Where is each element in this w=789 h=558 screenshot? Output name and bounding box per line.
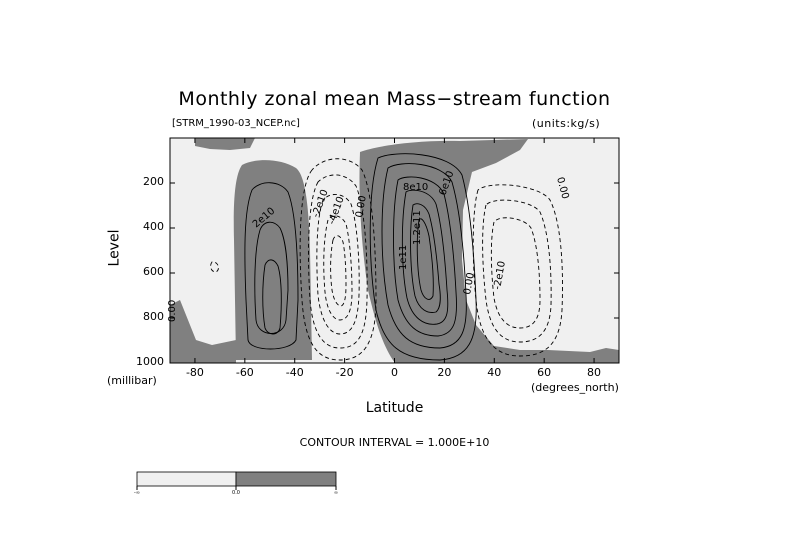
color-bar-positive bbox=[235, 471, 337, 487]
color-bar-negative bbox=[136, 471, 237, 487]
x-tick-label: -20 bbox=[335, 366, 354, 379]
x-tick-label: -80 bbox=[185, 366, 204, 379]
shaded-left-bottom bbox=[170, 300, 236, 363]
x-tick-label: 20 bbox=[437, 366, 452, 379]
units-label: (units:kg/s) bbox=[532, 117, 601, 130]
positive-contours bbox=[244, 153, 477, 361]
contour-label: 0.00 bbox=[462, 272, 477, 296]
tick-marks bbox=[170, 138, 619, 364]
contour-label: -2e10 bbox=[492, 260, 508, 290]
x-tick-label: 40 bbox=[487, 366, 502, 379]
contour-line bbox=[482, 199, 552, 343]
contour-line bbox=[308, 174, 368, 349]
contour-line bbox=[330, 235, 347, 307]
contour-line bbox=[381, 163, 467, 349]
color-bar: -∞ 0.0 ∞ bbox=[134, 471, 338, 496]
y-axis-unit: (millibar) bbox=[107, 374, 157, 387]
contour-line bbox=[393, 176, 457, 337]
contour-label: 1e11 bbox=[398, 245, 409, 270]
y-tick-label: 200 bbox=[143, 175, 164, 188]
x-tick-label: 60 bbox=[537, 366, 552, 379]
x-axis-unit: (degrees_north) bbox=[531, 381, 619, 394]
contour-label: 1.2e11 bbox=[412, 210, 423, 245]
chart-title: Monthly zonal mean Mass−stream function bbox=[178, 88, 611, 110]
color-bar-label: ∞ bbox=[334, 490, 338, 496]
y-tick-label: 400 bbox=[143, 220, 164, 233]
x-axis-label: Latitude bbox=[365, 400, 424, 416]
x-tick-label: -60 bbox=[235, 366, 254, 379]
x-tick-label: 0 bbox=[391, 366, 398, 379]
contour-line bbox=[369, 153, 477, 361]
contour-line bbox=[316, 194, 360, 335]
color-bar-label: -∞ bbox=[134, 490, 140, 496]
contour-line bbox=[490, 217, 541, 329]
plot-area: 0.00 2e10 -2e10 -4e10 8e10 6e10 1e11 1.2… bbox=[167, 137, 620, 364]
x-tick-label: -40 bbox=[285, 366, 304, 379]
contour-label: 0.00 bbox=[354, 195, 369, 219]
negative-contours bbox=[210, 158, 563, 361]
contour-line bbox=[254, 221, 289, 334]
contour-line bbox=[401, 189, 449, 325]
contour-line bbox=[410, 203, 441, 313]
contour-line bbox=[416, 218, 434, 300]
contour-label: 0.00 bbox=[167, 300, 178, 322]
y-tick-label: 1000 bbox=[136, 355, 164, 368]
contour-interval-label: CONTOUR INTERVAL = 1.000E+10 bbox=[299, 436, 490, 449]
color-bar-label: 0.0 bbox=[232, 490, 240, 496]
contour-line bbox=[262, 259, 282, 335]
contour-line bbox=[244, 182, 299, 350]
contour-line bbox=[299, 158, 377, 361]
contour-label: 8e10 bbox=[403, 182, 428, 193]
shaded-top-left bbox=[195, 138, 255, 150]
contour-line bbox=[210, 261, 219, 273]
y-tick-label: 600 bbox=[143, 265, 164, 278]
y-tick-label: 800 bbox=[143, 310, 164, 323]
x-tick-label: 80 bbox=[587, 366, 602, 379]
shaded-tropical-cell bbox=[359, 139, 619, 363]
file-name-label: [STRM_1990-03_NCEP.nc] bbox=[172, 118, 300, 129]
